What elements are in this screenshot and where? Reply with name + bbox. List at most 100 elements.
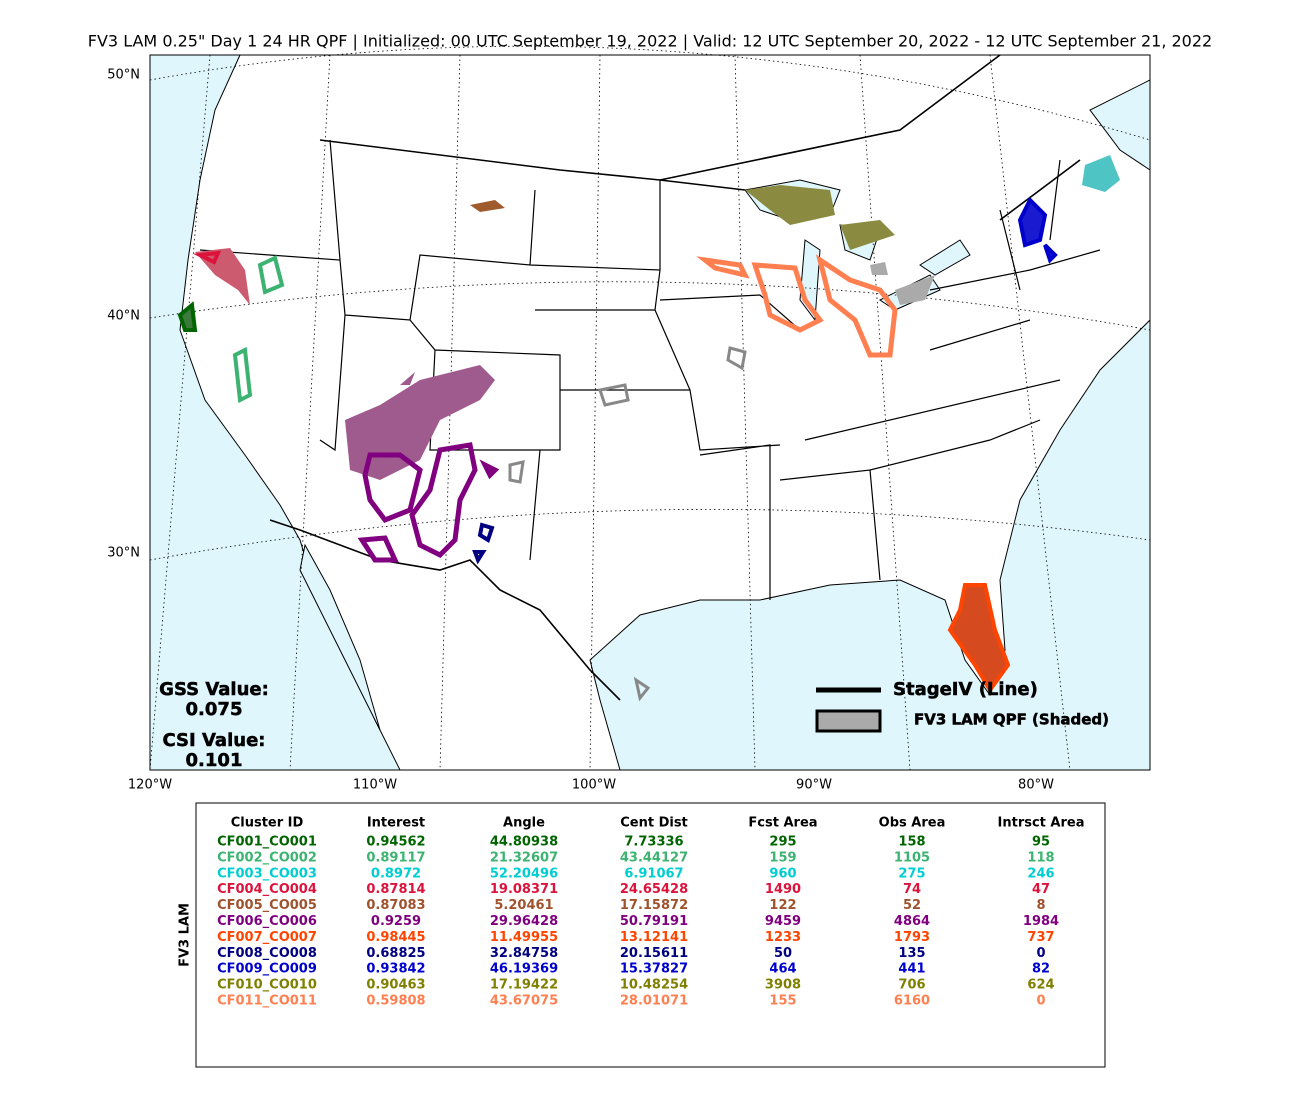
table-cell: 0.87814 xyxy=(366,882,425,897)
table-cell: 158 xyxy=(898,835,925,850)
table-cell: 155 xyxy=(769,994,796,1009)
lon-label: 120°W xyxy=(128,778,172,793)
table-cell: 82 xyxy=(1032,962,1050,977)
table-cell: 0.94562 xyxy=(366,835,425,850)
table-cell: CF008_CO008 xyxy=(217,946,317,961)
table-cell: 737 xyxy=(1027,930,1054,945)
table-header: Fcst Area xyxy=(748,816,817,831)
table-cell: 0.59808 xyxy=(366,994,425,1009)
csi-label: CSI Value: xyxy=(163,730,266,751)
table-cell: 32.84758 xyxy=(490,946,558,961)
table-cell: 0.98445 xyxy=(366,930,425,945)
title: FV3 LAM 0.25" Day 1 24 HR QPF | Initiali… xyxy=(88,32,1212,51)
table-cell: CF006_CO006 xyxy=(217,914,317,929)
table-cell: 706 xyxy=(898,978,925,993)
table-cell: CF011_CO011 xyxy=(217,994,317,1009)
table-cell: 50 xyxy=(774,946,792,961)
table-cell: 10.48254 xyxy=(620,978,688,993)
table-cell: 0.87083 xyxy=(366,898,425,913)
table-cell: CF010_CO010 xyxy=(217,978,317,993)
table-header: Obs Area xyxy=(879,816,946,831)
table-cell: 441 xyxy=(898,962,925,977)
table-cell: CF005_CO005 xyxy=(217,898,317,913)
table-cell: 0.68825 xyxy=(366,946,425,961)
lat-label: 40°N xyxy=(107,309,140,324)
gss-label: GSS Value: xyxy=(159,679,269,700)
gss-value: 0.075 xyxy=(186,699,243,720)
lat-label: 50°N xyxy=(107,68,140,83)
table-cell: 21.32607 xyxy=(490,850,558,865)
table-cell: 464 xyxy=(769,962,796,977)
table-cell: 5.20461 xyxy=(494,898,553,913)
table-cell: 52.20496 xyxy=(490,866,558,881)
table-cell: 6.91067 xyxy=(624,866,683,881)
table-cell: 295 xyxy=(769,835,796,850)
lat-label: 30°N xyxy=(107,546,140,561)
table-cell: 0.8972 xyxy=(371,866,421,881)
table-cell: 0 xyxy=(1036,946,1045,961)
table-cell: 0.9259 xyxy=(371,914,421,929)
table-cell: 15.37827 xyxy=(620,962,688,977)
table-header: Intrsct Area xyxy=(998,816,1085,831)
table-header: Interest xyxy=(367,816,425,831)
table-cell: 0 xyxy=(1036,994,1045,1009)
table-cell: 7.73336 xyxy=(624,835,683,850)
table-cell: 118 xyxy=(1027,850,1054,865)
table-header: Cent Dist xyxy=(620,816,688,831)
table-cell: 13.12141 xyxy=(620,930,688,945)
table-side-label: FV3 LAM xyxy=(178,903,193,967)
borders xyxy=(269,54,1081,701)
map-frame xyxy=(149,54,1151,771)
table-cell: 4864 xyxy=(894,914,930,929)
table-cell: 122 xyxy=(769,898,796,913)
legend-swatch xyxy=(815,709,882,733)
table-cell: 135 xyxy=(898,946,925,961)
gulf-of-california xyxy=(299,543,381,731)
table-cell: 44.80938 xyxy=(490,835,558,850)
table-cell: 1105 xyxy=(894,850,930,865)
lon-label: 90°W xyxy=(796,778,832,793)
lon-label: 80°W xyxy=(1018,778,1054,793)
table: Cluster ID Interest Angle Cent Dist Fcst Are… xyxy=(217,816,1084,1009)
legend-label: StageIV (Line) xyxy=(893,679,1038,700)
table-cell: 8 xyxy=(1036,898,1045,913)
table-cell: 46.19369 xyxy=(490,962,558,977)
table-cell: 0.90463 xyxy=(366,978,425,993)
table-frame xyxy=(195,802,1106,1068)
table-cell: 1233 xyxy=(765,930,801,945)
table-header: Angle xyxy=(503,816,545,831)
table-cell: 11.49955 xyxy=(490,930,558,945)
lon-label: 100°W xyxy=(572,778,616,793)
table-cell: 1793 xyxy=(894,930,930,945)
map: 50°N 40°N 30°N 120°W 110°W 100°W 90°W 80… xyxy=(107,45,1151,793)
table-cell: 95 xyxy=(1032,835,1050,850)
table-cell: 0.89117 xyxy=(366,850,425,865)
table-cell: 159 xyxy=(769,850,796,865)
table-cell: 0.93842 xyxy=(366,962,425,977)
precip-objects xyxy=(177,155,1120,702)
table-cell: CF002_CO002 xyxy=(217,850,317,865)
table-cell: 6160 xyxy=(894,994,930,1009)
lon-label: 110°W xyxy=(353,778,397,793)
table-cell: CF004_CO004 xyxy=(217,882,317,897)
table-cell: 624 xyxy=(1027,978,1054,993)
table-cell: CF001_CO001 xyxy=(217,835,317,850)
table-cell: 50.79191 xyxy=(620,914,688,929)
table-cell: 28.01071 xyxy=(620,994,688,1009)
table-cell: 275 xyxy=(898,866,925,881)
table-cell: CF003_CO003 xyxy=(217,866,317,881)
table-header: Cluster ID xyxy=(231,816,304,831)
table-cell: 960 xyxy=(769,866,796,881)
table-cell: 17.15872 xyxy=(620,898,688,913)
table-cell: CF009_CO009 xyxy=(217,962,317,977)
table-cell: 17.19422 xyxy=(490,978,558,993)
table-cell: 29.96428 xyxy=(490,914,558,929)
table-cell: 19.08371 xyxy=(490,882,558,897)
table-cell: 24.65428 xyxy=(620,882,688,897)
table-cell: 1984 xyxy=(1023,914,1059,929)
table-cell: 1490 xyxy=(765,882,801,897)
csi-value: 0.101 xyxy=(186,750,243,771)
table-cell: 47 xyxy=(1032,882,1050,897)
table-cell: 3908 xyxy=(765,978,801,993)
